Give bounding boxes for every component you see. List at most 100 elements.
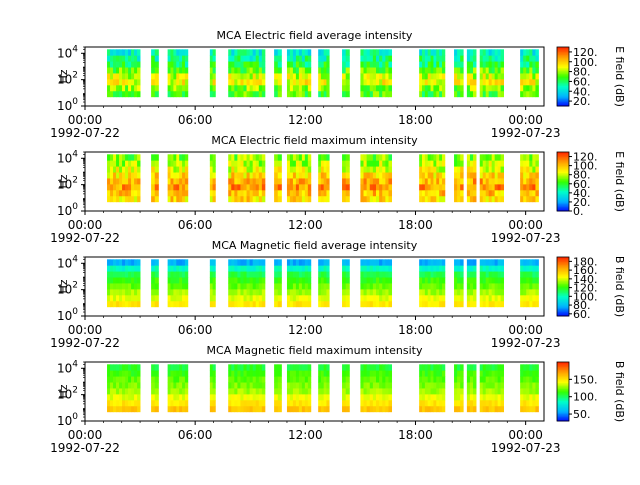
spectral-cell <box>292 283 297 290</box>
colorbar-swatch <box>557 295 569 298</box>
spectral-cell <box>277 382 282 389</box>
spectral-cell <box>240 189 244 197</box>
spectral-cell <box>234 195 238 203</box>
spectral-cell <box>424 154 429 161</box>
spectral-cell <box>274 90 279 98</box>
spectral-cell <box>125 376 129 383</box>
spectral-cell <box>304 370 309 377</box>
spectral-cell <box>473 265 477 272</box>
spectral-cell <box>363 178 368 185</box>
spectral-cell <box>419 154 423 161</box>
data-block-15 <box>520 364 539 413</box>
data-block-10 <box>360 364 393 413</box>
spectral-cell <box>113 382 117 389</box>
spectral-cell <box>422 288 426 296</box>
data-block-1 <box>107 364 141 413</box>
spectral-cell <box>173 160 177 167</box>
spectral-cell <box>128 84 132 92</box>
spectral-cell <box>304 189 309 197</box>
spectral-cell <box>318 288 322 296</box>
spectral-cell <box>427 376 431 383</box>
spectral-cell <box>520 78 524 86</box>
spectral-cell <box>125 259 129 266</box>
spectral-cell <box>473 49 477 56</box>
spectral-cell <box>261 388 266 395</box>
spectral-cell <box>366 61 371 68</box>
spectral-cell <box>151 73 156 80</box>
spectral-cell <box>304 160 309 167</box>
spectral-cell <box>385 55 389 62</box>
spectral-cell <box>320 259 325 266</box>
spectral-cell <box>466 183 471 191</box>
spectral-cell <box>151 160 156 167</box>
spectral-cell <box>243 73 247 80</box>
spectral-cell <box>454 265 458 272</box>
spectral-cell <box>119 388 123 395</box>
spectral-cell <box>298 90 303 98</box>
colorbar-swatch <box>557 296 569 299</box>
spectral-cell <box>342 73 347 80</box>
spectral-cell <box>255 166 260 173</box>
spectral-cell <box>457 300 461 308</box>
spectral-cell <box>107 393 111 401</box>
spectral-cell <box>439 160 443 167</box>
spectral-cell <box>228 183 232 191</box>
spectral-cell <box>252 370 257 377</box>
spectral-cell <box>326 172 330 179</box>
spectral-cell <box>366 393 371 401</box>
spectral-cell <box>323 160 327 167</box>
spectral-cell <box>430 271 434 278</box>
spectral-cell <box>119 271 123 278</box>
spectral-cell <box>488 84 493 92</box>
spectral-cell <box>419 49 423 56</box>
spectral-cell <box>422 399 426 407</box>
spectral-cell <box>382 283 386 290</box>
spectral-cell <box>295 189 300 197</box>
spectral-cell <box>460 393 464 401</box>
spectral-cell <box>289 55 294 62</box>
spectral-cell <box>439 376 443 383</box>
spectral-cell <box>360 294 364 302</box>
spectral-cell <box>173 399 177 407</box>
spectral-cell <box>473 259 477 266</box>
data-block-13 <box>466 259 477 308</box>
spectral-cell <box>526 55 530 62</box>
spectral-cell <box>176 300 180 308</box>
spectral-cell <box>274 172 279 179</box>
spectral-cell <box>212 189 216 197</box>
spectral-cell <box>372 172 377 179</box>
spectral-cell <box>134 382 138 389</box>
spectral-cell <box>500 388 504 395</box>
spectral-cell <box>151 183 156 191</box>
spectral-cell <box>466 160 471 167</box>
spectral-cell <box>500 84 504 92</box>
spectral-cell <box>376 49 380 56</box>
spectral-cell <box>110 382 114 389</box>
spectral-cell <box>301 61 306 68</box>
spectral-cell <box>529 376 533 383</box>
spectral-cell <box>369 382 374 389</box>
spectral-cell <box>466 388 471 395</box>
data-block-13 <box>466 49 477 98</box>
spectral-cell <box>520 393 524 401</box>
colorbar-swatch <box>557 398 569 401</box>
spectral-cell <box>529 73 533 80</box>
spectral-cell <box>454 166 458 173</box>
spectral-cell <box>255 382 260 389</box>
spectral-cell <box>209 73 213 80</box>
spectral-cell <box>179 300 183 308</box>
spectral-cell <box>240 49 244 56</box>
spectral-cell <box>167 288 171 296</box>
spectral-cell <box>113 388 117 395</box>
spectral-cell <box>134 265 138 272</box>
spectral-cell <box>369 399 374 407</box>
spectral-cell <box>179 388 183 395</box>
spectral-cell <box>240 300 244 308</box>
spectral-cell <box>382 49 386 56</box>
spectral-cell <box>255 393 260 401</box>
spectral-cell <box>491 61 496 68</box>
spectral-cell <box>237 300 241 308</box>
spectral-cell <box>485 67 490 74</box>
spectral-cell <box>182 73 186 80</box>
spectral-cell <box>427 67 431 74</box>
